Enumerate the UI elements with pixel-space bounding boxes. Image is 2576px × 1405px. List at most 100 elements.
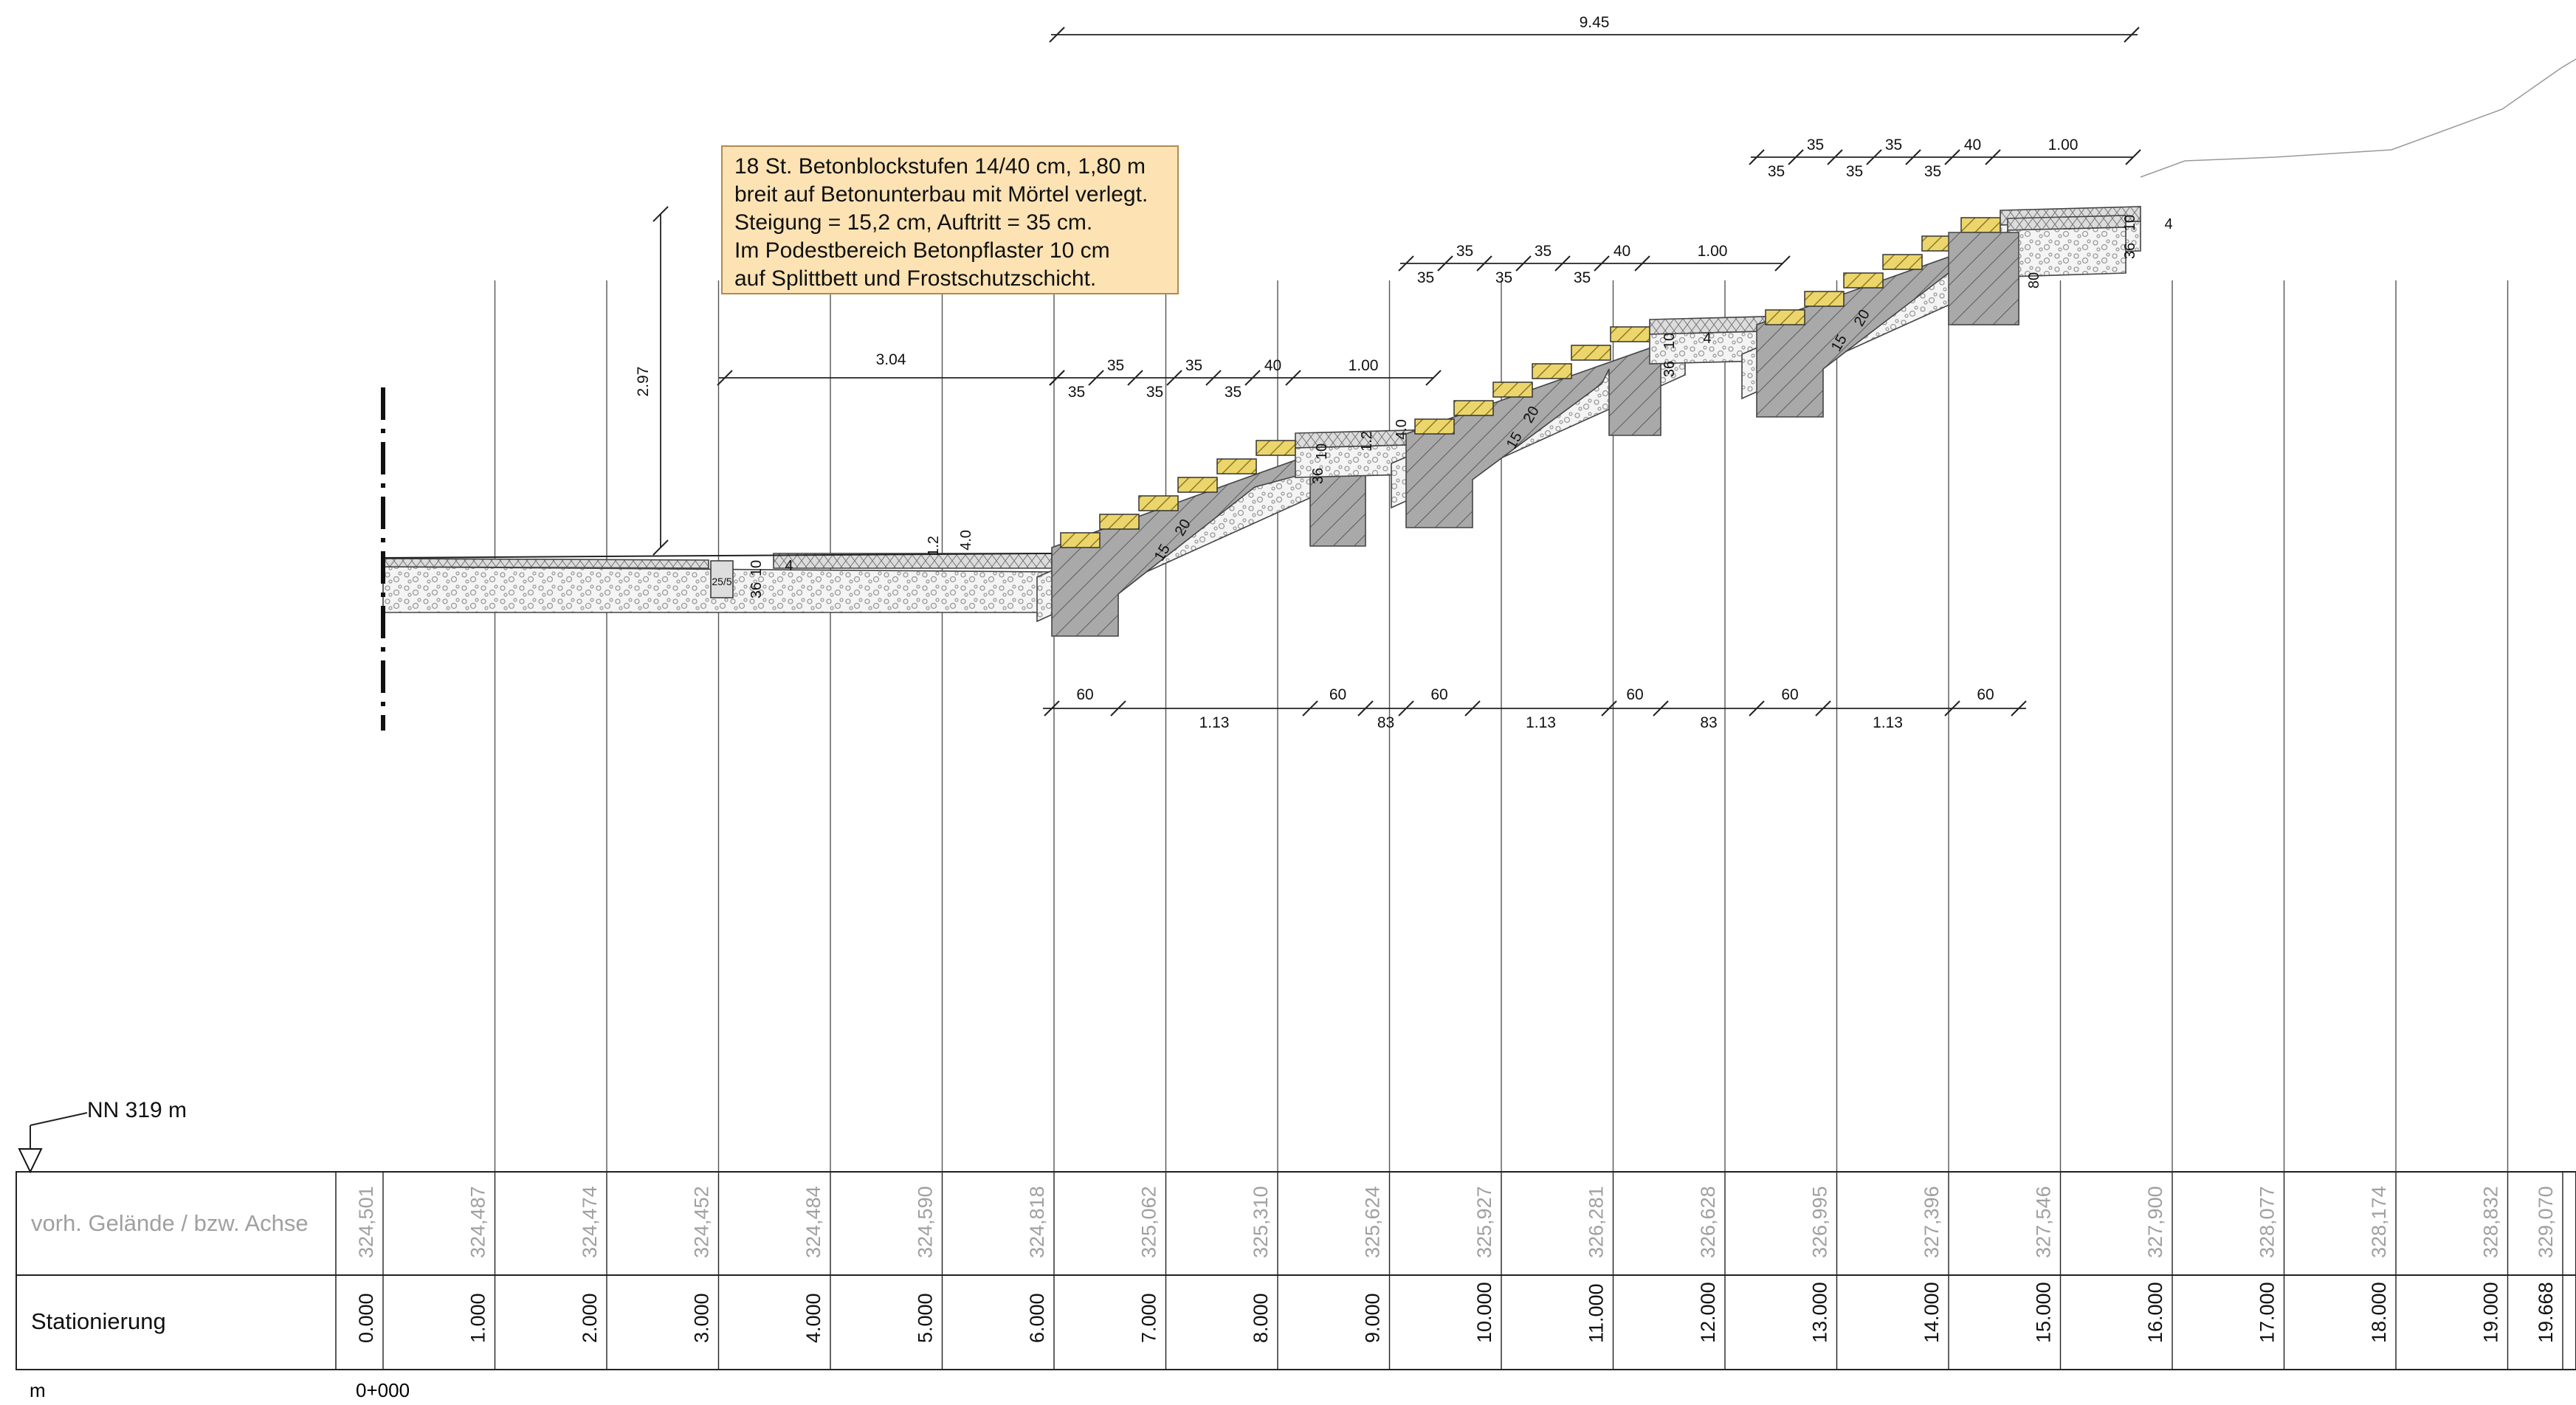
elevation-value: 325,927 xyxy=(1473,1186,1495,1258)
station-value: 14.000 xyxy=(1921,1282,1943,1343)
elevation-value: 324,501 xyxy=(355,1186,377,1258)
dim-height-label: 2.97 xyxy=(635,367,652,397)
station-value: 0.000 xyxy=(355,1293,377,1343)
elevation-value: 326,995 xyxy=(1809,1186,1831,1258)
datum-label: NN 319 m xyxy=(87,1098,187,1122)
elevation-value: 327,396 xyxy=(1921,1186,1943,1258)
station-value: 19.668 xyxy=(2535,1282,2557,1343)
dim-layer-label: 36 xyxy=(1310,468,1326,484)
datum-symbol xyxy=(18,1148,43,1174)
station-value: 13.000 xyxy=(1809,1282,1831,1343)
row-label-terrain: vorh. Gelände / bzw. Achse xyxy=(31,1210,309,1236)
station-value: 17.000 xyxy=(2256,1282,2279,1343)
dim-foundation-label: 1.13 xyxy=(1526,714,1556,731)
note-line-5: auf Splittbett und Frostschutzschicht. xyxy=(734,266,1097,291)
step-block xyxy=(1453,400,1494,416)
dim-chain-tick xyxy=(1166,370,1182,386)
note-line-4: Im Podestbereich Betonpflaster 10 cm xyxy=(734,238,1110,263)
step-block xyxy=(1414,418,1455,435)
elevation-value: 324,487 xyxy=(467,1186,489,1258)
step-block xyxy=(1610,326,1650,342)
paving-left-a xyxy=(382,558,709,569)
dim-step-label: 35 xyxy=(1185,357,1202,374)
dim-podest-left-label: 3.04 xyxy=(876,351,906,368)
dim-chain-tick xyxy=(1425,370,1442,386)
dim-foundation-tick xyxy=(1110,700,1126,717)
dim-chain-tick xyxy=(1866,149,1882,165)
dim-layer-label: 10 xyxy=(2122,215,2138,231)
foundation-top xyxy=(1948,232,2019,325)
station-value: 2.000 xyxy=(579,1293,601,1343)
elevation-value: 328,077 xyxy=(2256,1186,2279,1258)
dim-foundation-tick xyxy=(1044,700,1060,717)
dim-chain-tick xyxy=(1437,255,1453,272)
dim-chain-tick xyxy=(1634,255,1650,272)
table-frame xyxy=(16,1171,2576,1370)
dim-foundation-label: 83 xyxy=(1700,714,1717,731)
dim-landing-label: 1.00 xyxy=(1698,243,1728,260)
dim-chain-tick xyxy=(1088,370,1104,386)
step-block xyxy=(1138,495,1179,511)
dim-foundation-label: 60 xyxy=(1977,686,1994,703)
elevation-value: 324,474 xyxy=(579,1186,601,1258)
step-block xyxy=(1256,440,1296,456)
dim-foundation-label: 1.13 xyxy=(1199,714,1230,731)
dim-chain-tick xyxy=(1944,149,1960,165)
dim-layer-label: 4 xyxy=(785,558,793,574)
dim-total-tick-b xyxy=(2124,27,2140,43)
dim-chain-tick xyxy=(1905,149,1921,165)
dim-chain-tick xyxy=(1244,370,1261,386)
station-value: 4.000 xyxy=(802,1293,824,1343)
step-block xyxy=(1099,514,1140,530)
dim-layer-label: 4.0 xyxy=(958,530,974,550)
dim-chain-tick xyxy=(1285,370,1301,386)
dim-step-label: 40 xyxy=(1264,357,1281,374)
dim-foundation-label: 60 xyxy=(1329,686,1346,703)
dim-podest-left-tick-a xyxy=(717,370,733,386)
station-value: 12.000 xyxy=(1697,1282,1719,1343)
dim-step-label: 40 xyxy=(1964,137,1981,153)
dim-step-label: 35 xyxy=(1846,163,1863,180)
dim-step-label: 35 xyxy=(1924,163,1941,180)
terrain-line xyxy=(2140,58,2576,178)
dim-chain-tick xyxy=(1476,255,1492,272)
station-value: 19.000 xyxy=(2480,1282,2502,1343)
elevation-value: 327,546 xyxy=(2033,1186,2055,1258)
dim-layer-label: 4 xyxy=(1703,331,1711,347)
dim-foundation-tick xyxy=(1302,700,1318,717)
dim-chain-tick xyxy=(1594,255,1610,272)
dim-foundation-label: 1.13 xyxy=(1873,714,1903,731)
dim-step-label: 35 xyxy=(1768,163,1785,180)
dim-chain-tick xyxy=(1774,255,1791,272)
dim-step-label: 35 xyxy=(1417,269,1434,286)
elevation-value: 327,900 xyxy=(2144,1186,2166,1258)
elevation-value: 328,174 xyxy=(2368,1186,2390,1258)
elevation-value: 324,818 xyxy=(1026,1186,1048,1258)
dim-chain-tick xyxy=(1554,255,1571,272)
dim-layer-label: 4.0 xyxy=(1394,419,1410,440)
elevation-value: 329,070 xyxy=(2535,1186,2557,1258)
dim-chain-tick xyxy=(1985,149,2001,165)
dim-layer-label: 36 xyxy=(2122,243,2138,259)
station-value: 11.000 xyxy=(1585,1283,1608,1343)
elevation-value: 325,062 xyxy=(1138,1186,1160,1258)
dim-step-label: 35 xyxy=(1495,269,1512,286)
dim-step-label: 40 xyxy=(1614,243,1630,260)
dim-foundation-label: 60 xyxy=(1781,686,1798,703)
elevation-value: 326,281 xyxy=(1585,1186,1608,1258)
step-block xyxy=(1843,272,1884,289)
dim-foundation-tick xyxy=(1944,700,1960,717)
step-block xyxy=(1216,458,1257,474)
gravel-top xyxy=(2007,227,2126,277)
dim-chain-tick xyxy=(1515,255,1532,272)
dim-layer-label: 36 xyxy=(748,582,765,598)
station-value: 16.000 xyxy=(2144,1282,2166,1343)
row-label-station: Stationierung xyxy=(31,1308,166,1334)
dim-landing-label: 1.00 xyxy=(2048,137,2079,153)
step-block xyxy=(1532,363,1572,379)
dim-foundation-tick xyxy=(1815,700,1831,717)
dim-foundation-label: 60 xyxy=(1076,686,1093,703)
step-block xyxy=(1765,309,1805,325)
dim-layer-label: 1.2 xyxy=(1359,431,1375,452)
station-value: 15.000 xyxy=(2033,1282,2055,1343)
